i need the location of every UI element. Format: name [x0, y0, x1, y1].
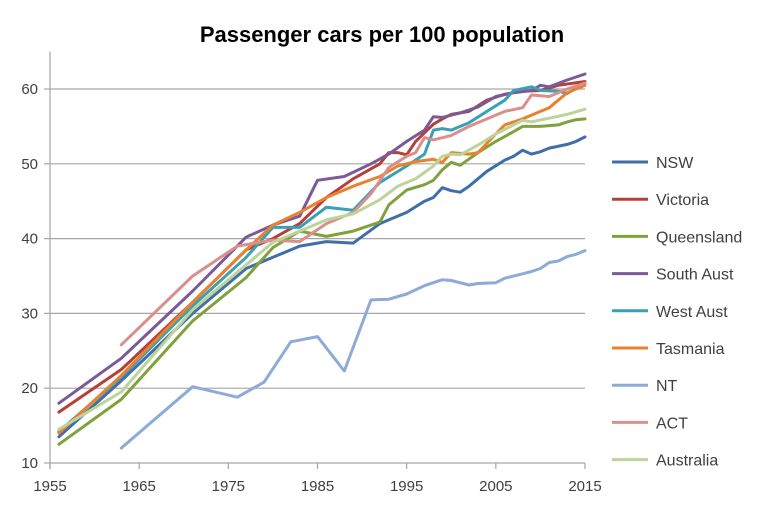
y-tick-label: 40	[21, 231, 38, 248]
x-tick-label: 1985	[301, 478, 334, 495]
x-tick-label: 1965	[122, 478, 155, 495]
x-tick-label: 1955	[33, 478, 66, 495]
y-tick-label: 60	[21, 81, 38, 98]
series-line-queensland	[57, 117, 587, 446]
legend-label: South Aust	[656, 267, 734, 284]
y-tick-label: 10	[21, 455, 38, 472]
series-line-nt	[119, 249, 587, 450]
legend-label: West Aust	[656, 304, 728, 321]
x-tick-label: 2005	[479, 478, 512, 495]
legend-label: Queensland	[656, 229, 742, 246]
legend-label: NSW	[656, 155, 694, 172]
legend: NSW Victoria Queensland South Aust West Aust…	[612, 155, 742, 470]
legend-label: Tasmania	[656, 341, 725, 358]
series-lines	[57, 72, 587, 450]
chart-title: Passenger cars per 100 population	[200, 22, 564, 47]
x-tick-label: 2015	[568, 478, 601, 495]
legend-label: NT	[656, 378, 678, 395]
legend-label: Australia	[656, 453, 718, 470]
y-tick-label: 50	[21, 156, 38, 173]
series-line-west-aust	[57, 81, 587, 434]
gridlines	[50, 88, 585, 389]
x-tick-label: 1995	[390, 478, 423, 495]
legend-label: ACT	[656, 415, 688, 432]
x-tick-label: 1975	[212, 478, 245, 495]
y-tick-label: 20	[21, 380, 38, 397]
legend-label: Victoria	[656, 192, 709, 209]
axes: 10 20 30 40 50 60 1955 1965 1975 1985 1995 2005 2015	[21, 51, 602, 495]
y-tick-label: 30	[21, 305, 38, 322]
series-line-tasmania	[57, 83, 587, 435]
series-line-act	[119, 81, 587, 347]
series-line-australia	[57, 107, 587, 431]
series-line-nsw	[57, 135, 587, 439]
